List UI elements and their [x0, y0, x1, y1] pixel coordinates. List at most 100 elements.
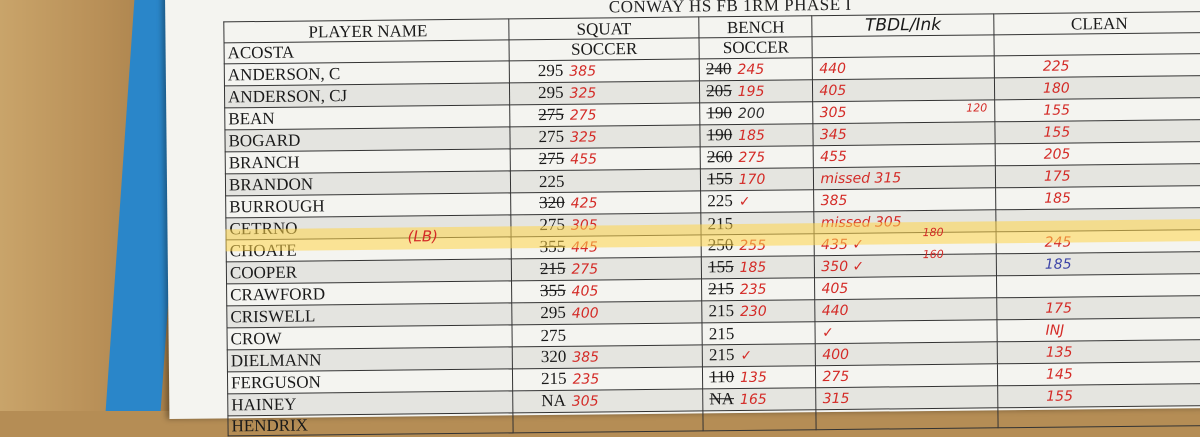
bench-printed: 215: [708, 344, 735, 364]
tbdl-value: 345: [819, 126, 847, 143]
squat-printed: 295: [537, 82, 564, 102]
squat-printed: 320: [540, 346, 567, 366]
bench-handwritten: 230: [739, 303, 767, 320]
clean-value: 155: [1046, 388, 1074, 405]
squat-cell: 275 455: [510, 146, 701, 171]
clean-cell: 155: [997, 383, 1200, 408]
bench-handwritten: 275: [738, 149, 766, 166]
squat-handwritten: 445: [571, 239, 598, 256]
bench-cell: NA 165: [702, 387, 817, 411]
bench-cell: 155 185: [701, 255, 815, 279]
bench-cell: 205 195: [699, 79, 814, 103]
player-name: CHOATE: [226, 236, 512, 262]
bench-printed: 250: [707, 234, 734, 254]
tbdl-value: 275: [822, 368, 850, 385]
player-name: DIELMANN: [227, 346, 513, 372]
bench-handwritten: 200: [737, 105, 765, 122]
player-name: CRISWELL: [226, 302, 512, 328]
tbdl-cell: 400: [815, 341, 998, 366]
tbdl-value: 315: [822, 390, 850, 407]
clean-cell: 175: [996, 295, 1200, 320]
bench-cell: [703, 409, 817, 432]
squat-printed: 355: [539, 236, 566, 256]
lift-table: PLAYER NAME SQUAT BENCH TBDL/Ink CLEAN A…: [223, 11, 1200, 437]
clean-value: 155: [1043, 102, 1071, 119]
bench-cell: 215 235: [701, 277, 816, 301]
squat-printed: 275: [539, 214, 566, 234]
squat-handwritten: 235: [572, 371, 600, 388]
bench-cell: 215 230: [701, 299, 816, 323]
tbdl-cell: 435 ✓: [814, 231, 997, 256]
squat-handwritten: 425: [570, 195, 598, 212]
tbdl-cell: [812, 34, 995, 58]
bench-cell: 225 ✓: [700, 189, 815, 213]
squat-printed: 225: [538, 171, 565, 191]
clean-cell: [996, 273, 1200, 298]
tbdl-value: 405: [821, 280, 849, 297]
bench-handwritten: ✓: [738, 193, 751, 210]
player-name: BEAN: [224, 104, 510, 130]
tbdl-value: 350 ✓: [821, 258, 865, 275]
bench-printed: 205: [706, 80, 732, 100]
clean-cell: 245: [996, 229, 1200, 254]
bench-printed: 240: [705, 58, 732, 78]
squat-printed: 320: [539, 192, 565, 212]
tbdl-cell: ✓: [815, 319, 998, 344]
bench-printed: 110: [709, 366, 735, 386]
clean-value: 135: [1045, 344, 1073, 361]
squat-cell: [512, 410, 704, 434]
squat-printed: 295: [537, 60, 564, 80]
squat-printed: 295: [540, 302, 566, 322]
bench-handwritten: 135: [740, 369, 767, 386]
bench-cell: 215 ✓: [702, 343, 816, 367]
bench-printed: 190: [706, 102, 733, 122]
tbdl-value: 400: [822, 346, 850, 363]
squat-cell: 355 445: [511, 234, 702, 259]
tbdl-value: 455: [820, 148, 848, 165]
squat-cell: 225: [510, 168, 701, 193]
squat-printed: 355: [540, 280, 566, 300]
clean-cell: [997, 405, 1200, 428]
clean-cell: 180: [994, 75, 1200, 100]
squat-cell: 275 305: [510, 212, 702, 237]
clean-cell: 155: [994, 97, 1200, 122]
clean-value: 145: [1045, 366, 1073, 383]
bench-cell: 240 245: [699, 57, 813, 81]
bench-printed: 215: [708, 323, 735, 343]
squat-cell: 295 385: [509, 58, 700, 83]
squat-cell: 215 235: [512, 366, 703, 391]
bench-handwritten: 235: [739, 281, 767, 298]
squat-cell: 275: [511, 322, 703, 347]
player-name: CRAWFORD: [226, 280, 512, 306]
bench-printed: 215: [708, 278, 734, 298]
bench-cell: 215: [702, 321, 816, 345]
squat-printed: 215: [539, 258, 566, 278]
bench-handwritten: ✓: [740, 347, 753, 364]
squat-handwritten: 275: [571, 261, 599, 278]
header-bench: BENCH: [698, 15, 813, 38]
squat-handwritten: 405: [571, 283, 599, 300]
squat-handwritten: 385: [569, 63, 597, 80]
clean-cell: INJ: [996, 317, 1200, 342]
tbdl-value: ✓: [821, 324, 834, 341]
bench-printed: 215: [708, 300, 735, 320]
squat-handwritten: 275: [569, 107, 597, 124]
header-player-name: PLAYER NAME: [223, 18, 509, 43]
squat-handwritten: 325: [569, 129, 597, 146]
bench-handwritten: 245: [737, 61, 765, 78]
tbdl-cell: 455: [813, 143, 996, 168]
tbdl-value: 385: [820, 192, 848, 209]
clean-cell: 225: [994, 53, 1200, 78]
player-name: COOPER: [226, 258, 512, 284]
tbdl-cell: missed 315: [813, 165, 996, 190]
bench-cell: 250 255: [701, 233, 815, 257]
clean-value: 175: [1045, 300, 1073, 317]
player-name: BRANCH: [225, 148, 511, 174]
subheader-bench: SOCCER: [699, 36, 813, 59]
bench-printed: 260: [706, 146, 733, 166]
player-name: CETRNO: [225, 214, 512, 240]
tbdl-cell: 440: [815, 297, 997, 322]
clean-cell: 145: [997, 361, 1200, 386]
bench-printed: 215: [707, 213, 734, 233]
tbdl-cell: 315: [816, 385, 998, 410]
